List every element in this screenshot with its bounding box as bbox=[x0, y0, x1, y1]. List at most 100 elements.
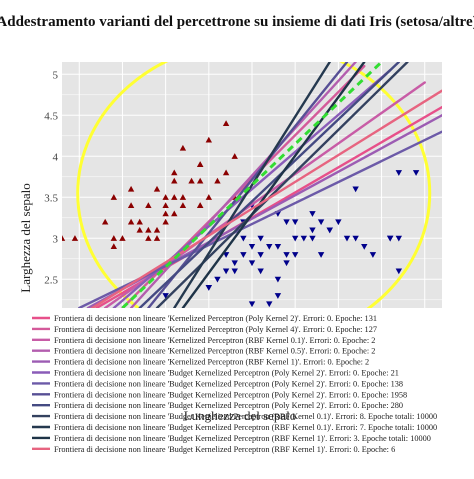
setosa-point bbox=[145, 235, 152, 241]
other-point bbox=[240, 252, 247, 258]
setosa-point bbox=[196, 161, 204, 168]
setosa-point bbox=[127, 218, 135, 225]
other-point bbox=[317, 252, 325, 258]
legend-entry-label: Frontiera di decisione non lineare 'Budg… bbox=[54, 445, 395, 454]
other-point bbox=[248, 301, 256, 308]
other-point bbox=[257, 268, 264, 275]
decision-boundary-line-11 bbox=[173, 62, 331, 308]
chart-title: Addestramento varianti del percettrone s… bbox=[0, 14, 474, 30]
other-point bbox=[352, 235, 359, 242]
other-point bbox=[162, 293, 169, 299]
other-point bbox=[240, 235, 247, 242]
other-point bbox=[291, 219, 299, 226]
setosa-point bbox=[119, 235, 126, 241]
decision-boundary-line-9 bbox=[138, 62, 401, 308]
legend-entry-label: Frontiera di decisione non lineare 'Kern… bbox=[54, 336, 375, 345]
setosa-point bbox=[179, 202, 187, 209]
setosa-point bbox=[179, 194, 187, 200]
other-point bbox=[369, 252, 377, 258]
setosa-point bbox=[171, 169, 178, 176]
other-point bbox=[266, 301, 273, 308]
other-point bbox=[326, 227, 333, 234]
setosa-point bbox=[196, 202, 204, 209]
other-point bbox=[291, 235, 299, 242]
other-point bbox=[352, 186, 359, 193]
other-point bbox=[257, 252, 264, 258]
legend-entry-label: Frontiera di decisione non lineare 'Budg… bbox=[54, 401, 403, 410]
other-point bbox=[386, 235, 394, 242]
legend-entry-label: Frontiera di decisione non lineare 'Budg… bbox=[54, 379, 403, 388]
other-point bbox=[283, 219, 290, 226]
other-point bbox=[214, 276, 221, 283]
other-point bbox=[309, 211, 316, 217]
y-tick-label: 4 bbox=[53, 151, 59, 163]
setosa-point bbox=[153, 185, 161, 192]
setosa-point bbox=[153, 226, 161, 233]
legend-entry-label: Frontiera di decisione non lineare 'Budg… bbox=[54, 412, 437, 421]
setosa-point bbox=[162, 210, 169, 217]
legend: Frontiera di decisione non lineare 'Kern… bbox=[28, 312, 464, 462]
decision-boundary-line-10 bbox=[155, 62, 409, 308]
other-point bbox=[248, 260, 256, 267]
other-point bbox=[361, 243, 368, 250]
setosa-point bbox=[222, 120, 230, 127]
y-tick-label: 5 bbox=[53, 69, 59, 81]
other-point bbox=[395, 235, 403, 242]
y-tick-label: 3.5 bbox=[44, 192, 58, 204]
decision-boundary-line-12 bbox=[181, 62, 366, 308]
setosa-point bbox=[162, 202, 169, 209]
other-point bbox=[231, 268, 238, 275]
other-point bbox=[248, 243, 256, 250]
setosa-point bbox=[136, 226, 143, 233]
other-point bbox=[274, 293, 282, 299]
setosa-point bbox=[145, 226, 152, 233]
legend-entry-label: Frontiera di decisione non lineare 'Budg… bbox=[54, 434, 431, 443]
other-point bbox=[274, 276, 282, 283]
y-axis-label: Larghezza del sepalo bbox=[18, 183, 33, 292]
y-tick-label: 4.5 bbox=[44, 110, 58, 122]
legend-entry-label: Frontiera di decisione non lineare 'Kern… bbox=[54, 314, 377, 323]
legend-background bbox=[28, 312, 464, 462]
setosa-point bbox=[62, 235, 66, 241]
highlight-circle bbox=[76, 62, 432, 308]
setosa-point bbox=[127, 185, 135, 192]
other-point bbox=[300, 235, 308, 242]
other-point bbox=[274, 243, 282, 250]
other-point bbox=[335, 219, 342, 226]
setosa-point bbox=[71, 235, 79, 241]
setosa-point bbox=[145, 202, 152, 209]
setosa-point bbox=[196, 177, 204, 184]
setosa-point bbox=[162, 218, 169, 225]
setosa-point bbox=[101, 218, 109, 225]
setosa-point bbox=[214, 177, 221, 184]
setosa-point bbox=[153, 235, 161, 241]
setosa-point bbox=[188, 177, 195, 184]
setosa-point bbox=[136, 218, 143, 225]
legend-entry-label: Frontiera di decisione non lineare 'Budg… bbox=[54, 390, 407, 399]
legend-entry-label: Frontiera di decisione non lineare 'Kern… bbox=[54, 325, 377, 334]
legend-entry-label: Frontiera di decisione non lineare 'Budg… bbox=[54, 423, 437, 432]
setosa-point bbox=[231, 153, 238, 159]
setosa-point bbox=[171, 194, 178, 200]
other-point bbox=[309, 235, 316, 242]
setosa-point bbox=[205, 136, 213, 143]
other-point bbox=[283, 260, 290, 267]
other-point bbox=[317, 219, 325, 226]
setosa-point bbox=[179, 144, 187, 151]
other-point bbox=[222, 268, 230, 275]
other-point bbox=[412, 170, 420, 176]
setosa-point bbox=[222, 169, 230, 176]
setosa-point bbox=[110, 243, 118, 250]
other-point bbox=[205, 284, 213, 291]
other-point bbox=[257, 235, 264, 242]
other-point bbox=[343, 235, 351, 242]
setosa-point bbox=[171, 177, 178, 184]
x-axis-label: Lunghezza del sepalo bbox=[184, 408, 297, 423]
other-point bbox=[309, 227, 316, 234]
decision-boundary-line-4 bbox=[129, 62, 357, 308]
setosa-point bbox=[162, 194, 169, 200]
setosa-point bbox=[205, 194, 213, 200]
legend-entry-label: Frontiera di decisione non lineare 'Kern… bbox=[54, 358, 369, 367]
